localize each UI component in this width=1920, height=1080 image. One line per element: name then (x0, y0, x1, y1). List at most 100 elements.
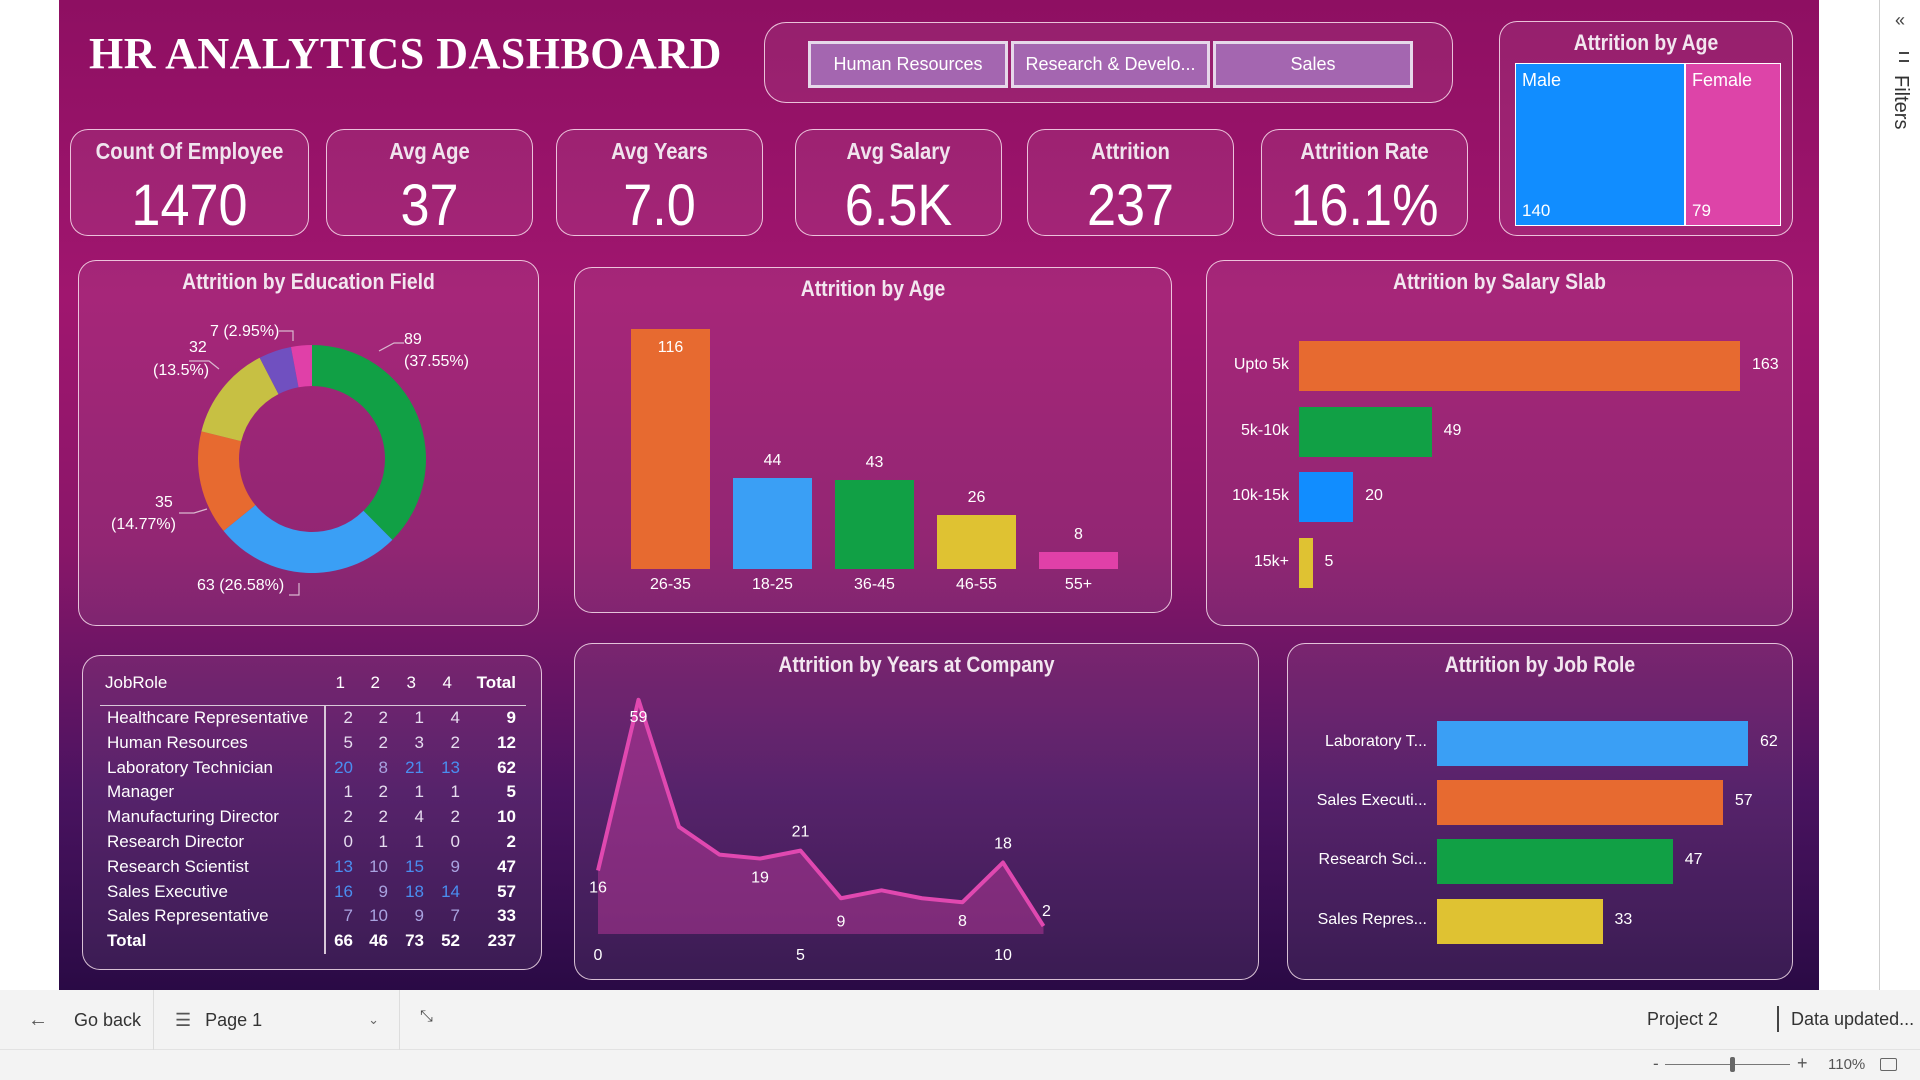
leader-line (179, 508, 208, 514)
data-label: 35 (155, 494, 173, 511)
kpi-label: Avg Age (389, 138, 470, 164)
table-cell: 1 (414, 782, 424, 802)
row-total: 62 (497, 757, 516, 777)
salary-bar-chart: Upto 5k 163 5k-10k 49 10k-15k 20 15k+ 5 (1207, 261, 1794, 627)
filters-pane: « Filters (1819, 0, 1920, 990)
row-total: 9 (506, 708, 516, 727)
x-tick-label: 26-35 (650, 576, 691, 593)
x-tick-label: 10 (994, 947, 1012, 964)
data-updated-status[interactable]: Data updated... (1791, 1009, 1915, 1029)
fit-to-page-icon[interactable] (1880, 1058, 1897, 1071)
slicer-option-sales[interactable]: Sales (1213, 41, 1413, 88)
row-label: Human Resources (107, 732, 248, 752)
table-cell: 7 (450, 906, 460, 926)
kpi-value: 16.1% (1290, 173, 1439, 238)
data-label: 9 (837, 913, 846, 930)
treemap-tile-female[interactable]: Female 79 (1685, 63, 1781, 226)
data-label: 2 (1042, 903, 1051, 920)
table-cell: 8 (378, 757, 388, 777)
go-back-button[interactable]: ← Go back (28, 990, 141, 1050)
zoom-bar: - + 110% (0, 1050, 1920, 1080)
total-label: Total (107, 931, 147, 951)
data-label: 5 (1324, 553, 1334, 570)
collapse-icon[interactable]: ⤡ (420, 1008, 433, 1025)
column-header: 4 (442, 673, 452, 692)
table-cell: 2 (343, 807, 353, 827)
filters-tab[interactable]: Filters (1890, 75, 1912, 130)
slicer-option-human-resources[interactable]: Human Resources (808, 41, 1008, 88)
kpi-card: Avg Age 37 (326, 129, 533, 238)
table-cell: 18 (405, 881, 424, 901)
column-header: 3 (406, 673, 416, 692)
data-label: 62 (1760, 733, 1778, 750)
row-label: Manufacturing Director (107, 807, 279, 827)
table-cell: 20 (334, 757, 353, 777)
bar (1299, 538, 1313, 588)
kpi-value: 7.0 (623, 173, 696, 238)
data-label: 43 (865, 454, 884, 472)
table-cell: 2 (378, 732, 388, 752)
kpi-card: Attrition Rate 16.1% (1261, 129, 1468, 238)
slicer-option-research-development[interactable]: Research & Develo... (1011, 41, 1210, 88)
table-cell: 2 (450, 732, 460, 752)
gender-treemap-card: Attrition by Age Male 140 Female 79 (1499, 21, 1793, 236)
table-cell: 1 (414, 832, 424, 851)
data-label: (37.55%) (404, 353, 469, 370)
treemap-tile-male[interactable]: Male 140 (1515, 63, 1686, 226)
salary-slab-card: Attrition by Salary Slab Upto 5k 163 5k-10… (1206, 260, 1793, 626)
filter-icon (1899, 52, 1909, 62)
bar (1437, 838, 1673, 884)
chart-title: Attrition by Age (800, 276, 946, 301)
data-label: 89 (404, 331, 422, 348)
bottom-navigation-bar: ← Go back ☰ Page 1 ⌄ ⤡ Project 2 Data up… (0, 990, 1920, 1050)
data-label: 7 (2.95%) (210, 323, 280, 340)
age-bar-chart: 116 26-35 44 18-25 43 36-45 26 46-55 8 55+ (575, 268, 1173, 614)
zoom-slider-thumb[interactable] (1730, 1057, 1735, 1072)
series-line (596, 697, 1046, 928)
data-label: 47 (1684, 851, 1703, 868)
donut-slice (290, 345, 312, 388)
tile-value: 79 (1692, 201, 1711, 220)
jobrole-matrix-card: JobRole 1 2 3 4 Total Healthcare Representativ… (82, 655, 542, 970)
data-label: 163 (1752, 356, 1779, 373)
data-label: 32 (189, 339, 207, 356)
column-header: Total (476, 673, 516, 692)
header-divider (100, 705, 526, 706)
pane-divider (1879, 0, 1880, 990)
x-tick-label: 5 (796, 947, 805, 964)
row-total: 5 (506, 782, 516, 802)
go-back-label: Go back (74, 1009, 142, 1030)
table-cell: 13 (334, 856, 353, 876)
zoom-slider[interactable] (1665, 1057, 1790, 1072)
y-tick-label: Sales Executi... (1316, 792, 1427, 809)
kpi-value: 6.5K (844, 173, 953, 238)
leader-line (279, 330, 294, 341)
data-label: 116 (657, 339, 684, 356)
tile-value: 140 (1522, 201, 1551, 220)
donut-slice (312, 345, 427, 540)
job-role-bar-chart: Laboratory T... 62 Sales Executi... 57 Resea… (1288, 644, 1794, 981)
gender-treemap: Male 140 Female 79 (1515, 63, 1781, 226)
chevron-down-icon: ⌄ (368, 1012, 379, 1027)
y-tick-label: 15k+ (1253, 553, 1289, 570)
kpi-value: 1470 (131, 173, 248, 238)
zoom-in-button[interactable]: + (1797, 1053, 1808, 1073)
table-cell: 0 (343, 832, 353, 851)
bar (1299, 472, 1354, 522)
table-cell: 10 (369, 906, 388, 926)
data-label: 8 (958, 913, 967, 930)
data-label: 21 (792, 824, 810, 841)
page-selector[interactable]: ☰ Page 1 ⌄ (175, 990, 397, 1050)
chart-title: Attrition by Job Role (1444, 652, 1636, 677)
table-cell: 14 (441, 881, 460, 901)
expand-filters-icon[interactable]: « (1895, 10, 1906, 30)
zoom-level: 110% (1828, 1056, 1866, 1073)
years-area-chart: 16 59 19 21 9 8 18 2 0 5 10 (589, 697, 1051, 964)
table-cell: 13 (441, 757, 460, 777)
y-tick-label: 10k-15k (1232, 487, 1289, 504)
column-total: 237 (487, 931, 516, 951)
zoom-out-button[interactable]: - (1653, 1054, 1659, 1073)
table-cell: 9 (414, 906, 424, 926)
kpi-label: Count Of Employee (95, 138, 284, 164)
kpi-card: Avg Salary 6.5K (795, 129, 1002, 238)
